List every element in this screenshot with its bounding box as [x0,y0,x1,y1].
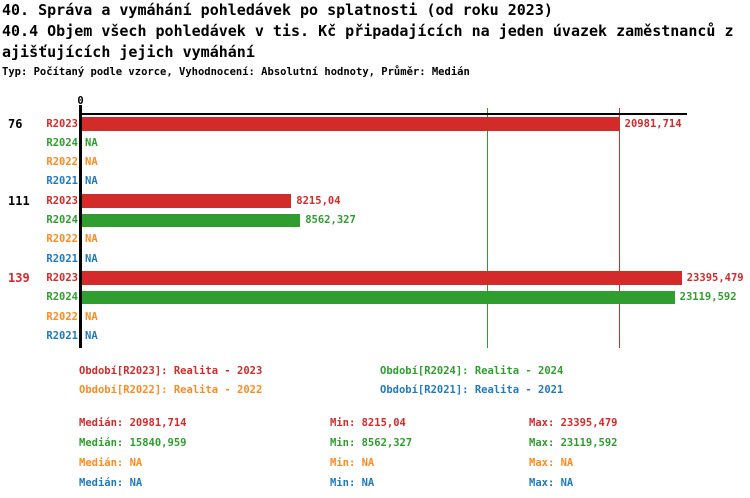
bar-value-label: 8562,327 [305,214,356,226]
series-label-R2022: R2022 [46,310,78,323]
series-label-R2021: R2021 [46,329,78,342]
stat-max-R2023: Max: 23395,479 [529,417,618,429]
na-label: NA [85,233,98,246]
page-title-line2: 40.4 Objem všech pohledávek v tis. Kč př… [2,22,734,40]
page-title-line1: 40. Správa a vymáhání pohledávek po spla… [2,1,553,19]
group-label-111: 111 [8,194,30,209]
series-label-R2021: R2021 [46,252,78,265]
group-label-139: 139 [8,271,30,286]
series-label-R2023: R2023 [46,194,78,207]
series-label-R2023: R2023 [46,117,78,130]
bar-139-R2024 [81,290,675,305]
na-label: NA [85,156,98,169]
bar-139-R2023 [81,271,682,285]
na-label: NA [85,136,98,149]
x-tick-label-0: 0 [77,95,84,107]
series-label-R2021: R2021 [46,175,78,188]
series-label-R2024: R2024 [46,291,78,304]
y-axis [78,105,82,348]
bar-value-label: 23395,479 [686,271,744,284]
bar-111-R2024 [81,213,301,227]
group-label-76: 76 [8,117,23,131]
stat-max-R2021: Max: NA [529,477,574,489]
stat-max-R2024: Max: 23119,592 [529,437,618,449]
series-label-R2022: R2022 [46,156,78,169]
bar-111-R2023 [81,194,292,208]
series-label-R2024: R2024 [46,136,78,149]
na-label: NA [85,329,98,342]
bar-value-label: 8215,04 [296,194,341,207]
stat-median-R2024: Medián: 15840,959 [79,437,187,449]
stat-min-R2022: Min: NA [330,457,375,469]
legend-item-R2022: Období[R2022]: Realita - 2022 [79,384,263,396]
stat-median-R2021: Medián: NA [79,477,143,489]
legend-item-R2021: Období[R2021]: Realita - 2021 [380,384,564,396]
median-line-R2024 [486,108,489,348]
na-label: NA [85,252,98,265]
stat-min-R2024: Min: 8562,327 [330,437,413,449]
series-label-R2022: R2022 [46,233,78,246]
stat-min-R2021: Min: NA [330,477,375,489]
stat-max-R2022: Max: NA [529,457,574,469]
series-label-R2024: R2024 [46,214,78,226]
bar-76-R2023 [81,117,620,131]
series-label-R2023: R2023 [46,271,78,284]
stat-min-R2023: Min: 8215,04 [330,417,406,429]
bar-value-label: 23119,592 [679,291,737,304]
chart-subtitle: Typ: Počítaný podle vzorce, Vyhodnocení:… [2,66,470,78]
bar-value-label: 20981,714 [624,117,682,130]
na-label: NA [85,175,98,188]
page-title-line3: ajišťujících jejich vymáhání [2,43,255,61]
stat-median-R2022: Medián: NA [79,457,143,469]
na-label: NA [85,310,98,323]
stat-median-R2023: Medián: 20981,714 [79,417,187,429]
legend-item-R2023: Období[R2023]: Realita - 2023 [79,365,263,377]
median-line-R2023 [619,108,621,348]
x-axis [80,113,687,115]
legend-item-R2024: Období[R2024]: Realita - 2024 [380,365,564,377]
